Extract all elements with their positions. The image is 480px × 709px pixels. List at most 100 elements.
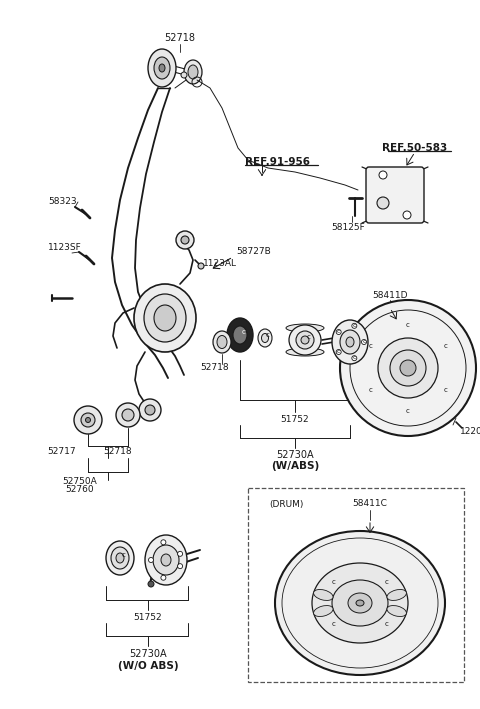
Ellipse shape [286,324,324,332]
Circle shape [178,552,182,557]
Ellipse shape [346,337,354,347]
Text: c: c [362,339,366,344]
Circle shape [352,323,357,328]
Text: 58411C: 58411C [353,500,387,508]
Text: 58411D: 58411D [372,291,408,299]
Text: c: c [122,552,126,558]
Text: 1220FS: 1220FS [460,428,480,437]
Circle shape [336,350,341,354]
Text: c: c [444,343,447,350]
Circle shape [361,340,367,345]
Ellipse shape [387,605,407,617]
Circle shape [403,211,411,219]
Text: c: c [385,621,389,627]
Circle shape [198,263,204,269]
Ellipse shape [289,325,321,355]
Text: (W/ABS): (W/ABS) [271,461,319,471]
Text: c: c [444,386,447,393]
Text: (W/O ABS): (W/O ABS) [118,661,178,671]
Ellipse shape [340,330,360,354]
Ellipse shape [387,589,407,601]
Text: c: c [406,322,410,328]
Text: 58727B: 58727B [236,247,271,257]
Ellipse shape [144,294,186,342]
Circle shape [181,72,187,78]
Text: 52718: 52718 [165,33,195,43]
Text: 58323: 58323 [48,198,77,206]
Ellipse shape [313,605,333,617]
Ellipse shape [154,57,170,79]
Text: c: c [353,323,356,328]
Circle shape [181,236,189,244]
Ellipse shape [313,589,333,601]
Circle shape [379,171,387,179]
Circle shape [340,300,476,436]
Text: 52760: 52760 [66,486,94,494]
Circle shape [336,330,341,335]
Ellipse shape [154,305,176,331]
Text: 52718: 52718 [104,447,132,457]
Circle shape [148,557,154,562]
Circle shape [145,405,155,415]
Circle shape [161,575,166,580]
Circle shape [352,356,357,361]
Circle shape [81,413,95,427]
Text: 1123AL: 1123AL [203,259,237,267]
Ellipse shape [184,60,202,84]
Ellipse shape [301,336,309,344]
Ellipse shape [286,348,324,356]
Text: c: c [369,343,372,350]
Ellipse shape [312,563,408,643]
Circle shape [390,350,426,386]
Text: c: c [385,579,389,585]
Circle shape [178,564,182,569]
Text: (DRUM): (DRUM) [269,500,303,508]
Ellipse shape [332,580,388,626]
Text: 51752: 51752 [281,415,309,425]
Ellipse shape [161,554,171,566]
Ellipse shape [111,547,129,569]
Ellipse shape [258,329,272,347]
Ellipse shape [332,320,368,364]
Text: REF.91-956: REF.91-956 [245,157,311,167]
Ellipse shape [106,541,134,575]
Text: c: c [337,349,340,354]
Text: 52730A: 52730A [129,649,167,659]
Circle shape [85,418,91,423]
Ellipse shape [145,535,187,585]
Text: 1123SF: 1123SF [48,243,82,252]
Text: c: c [369,386,372,393]
Ellipse shape [227,318,253,352]
FancyBboxPatch shape [366,167,424,223]
Circle shape [74,406,102,434]
Text: 52750A: 52750A [62,476,97,486]
Ellipse shape [275,531,445,675]
Circle shape [122,409,134,421]
Ellipse shape [348,593,372,613]
Text: REF.50-583: REF.50-583 [383,143,448,153]
Circle shape [378,338,438,398]
Text: c: c [337,329,340,334]
Text: c: c [331,579,335,585]
Ellipse shape [213,331,231,353]
Circle shape [161,540,166,545]
Circle shape [176,231,194,249]
Ellipse shape [116,553,124,563]
Text: c: c [242,329,246,335]
Ellipse shape [233,326,247,344]
Ellipse shape [356,600,364,606]
Ellipse shape [134,284,196,352]
Circle shape [116,403,140,427]
Ellipse shape [159,64,165,72]
Circle shape [400,360,416,376]
Ellipse shape [188,65,198,79]
Circle shape [377,197,389,209]
Text: c: c [406,408,410,414]
Text: c: c [266,332,270,338]
Ellipse shape [148,49,176,87]
Ellipse shape [217,335,227,349]
Text: 52718: 52718 [201,364,229,372]
Ellipse shape [262,333,268,342]
Text: 58125F: 58125F [331,223,365,233]
Text: 51752: 51752 [134,613,162,623]
